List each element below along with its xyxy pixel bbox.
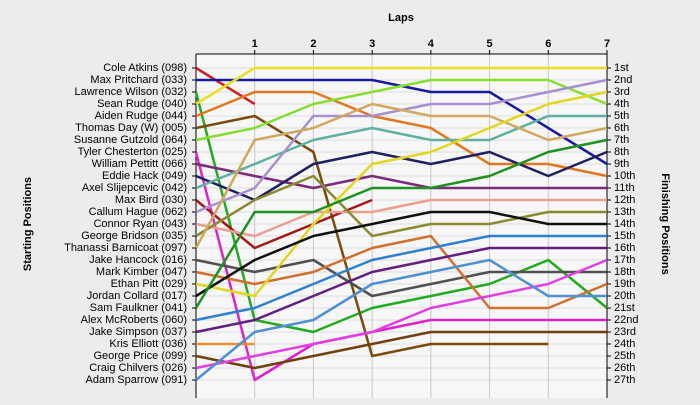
legend-label: Jake Simpson (037) xyxy=(89,326,187,338)
series-line xyxy=(195,234,608,310)
legend-label: Sam Faulkner (041) xyxy=(90,302,187,314)
y-axis-label: Starting Positions xyxy=(22,177,34,271)
x-tick-label: 5 xyxy=(487,38,493,50)
legend-label: Tyler Chesterton (025) xyxy=(78,146,187,158)
y2-tick-label: 17th xyxy=(614,254,635,266)
legend-label: Kris Elliott (036) xyxy=(109,338,187,350)
series-line xyxy=(195,258,607,298)
y2-tick-label: 13th xyxy=(614,206,635,218)
legend-label: Alex McRoberts (060) xyxy=(81,314,187,326)
legend-label: Mark Kimber (047) xyxy=(96,266,187,278)
series-line xyxy=(194,151,607,382)
legend-label: Susanne Gutzold (064) xyxy=(74,134,187,146)
y2-tick-label: 25th xyxy=(614,350,635,362)
series-line xyxy=(195,258,607,381)
y2-tick-label: 9th xyxy=(614,158,629,170)
y2-tick-label: 14th xyxy=(614,218,635,230)
legend-label: Ethan Pitt (029) xyxy=(111,278,187,290)
y2-tick-label: 15th xyxy=(614,230,635,242)
series-line xyxy=(195,162,607,190)
y2-tick-label: 1st xyxy=(614,62,629,74)
legend-label: Thanassi Barnicoat (097) xyxy=(64,242,187,254)
legend-label: William Pettitt (066) xyxy=(92,158,187,170)
legend-label: Max Pritchard (033) xyxy=(90,74,187,86)
legend-label: Lawrence Wilson (032) xyxy=(75,86,188,98)
legend-label: George Price (099) xyxy=(93,350,187,362)
legend-label: Max Bird (030) xyxy=(115,194,187,206)
y2-tick-label: 27th xyxy=(614,374,635,386)
y2-tick-label: 6th xyxy=(614,122,629,134)
series-line xyxy=(195,114,549,358)
x-tick-label: 7 xyxy=(604,38,610,50)
y2-tick-label: 21st xyxy=(614,302,635,314)
series-line xyxy=(195,198,607,238)
series-line xyxy=(195,66,607,106)
series-line xyxy=(195,174,607,238)
legend-label: Aiden Rudge (044) xyxy=(95,110,187,122)
series-line xyxy=(195,210,607,298)
x-tick-label: 1 xyxy=(252,38,258,50)
y2-tick-label: 16th xyxy=(614,242,635,254)
y2-tick-label: 2nd xyxy=(614,74,632,86)
y2-tick-label: 8th xyxy=(614,146,629,158)
x-tick-label: 4 xyxy=(428,38,435,50)
legend-label: Cole Atkins (098) xyxy=(103,62,187,74)
y2-tick-label: 5th xyxy=(614,110,629,122)
legend-label: Thomas Day (W) (005) xyxy=(75,122,187,134)
series-line xyxy=(194,138,608,309)
series-line xyxy=(195,258,608,370)
legend-label: Adam Sparrow (091) xyxy=(86,374,188,386)
y2-tick-label: 24th xyxy=(614,338,635,350)
series-line xyxy=(195,90,608,178)
legend-label: Jordan Collard (017) xyxy=(87,290,187,302)
y2-tick-label: 20th xyxy=(614,290,635,302)
y2-tick-label: 4th xyxy=(614,98,629,110)
series-line xyxy=(194,102,608,249)
series-line xyxy=(195,234,607,322)
y2-tick-label: 22nd xyxy=(614,314,638,326)
y2-tick-label: 18th xyxy=(614,266,635,278)
series-line xyxy=(195,114,607,190)
series-line xyxy=(194,91,608,334)
x-tick-label: 3 xyxy=(369,38,375,50)
series-line xyxy=(195,78,608,142)
legend-label: Jake Hancock (016) xyxy=(89,254,187,266)
y2-tick-label: 19th xyxy=(614,278,635,290)
y2-tick-label: 3rd xyxy=(614,86,630,98)
series-line xyxy=(195,330,607,370)
series-line xyxy=(195,90,608,298)
y2-tick-label: 7th xyxy=(614,134,629,146)
series-line xyxy=(195,246,607,334)
x-tick-label: 2 xyxy=(310,38,316,50)
chart-title: Laps xyxy=(388,12,414,24)
y2-tick-label: 12th xyxy=(614,194,635,206)
legend-label: Connor Ryan (043) xyxy=(93,218,187,230)
y2-tick-label: 10th xyxy=(614,170,635,182)
legend-label: Callum Hague (062) xyxy=(89,206,187,218)
x-tick-label: 6 xyxy=(545,38,551,50)
y2-tick-label: 11th xyxy=(614,182,635,194)
legend-label: Axel Slijepcevic (042) xyxy=(82,182,187,194)
y2-axis-label: Finishing Positions xyxy=(659,173,671,274)
legend-label: George Bridson (035) xyxy=(81,230,187,242)
legend-label: Sean Rudge (040) xyxy=(97,98,187,110)
y2-tick-label: 26th xyxy=(614,362,635,374)
plot-area xyxy=(196,54,607,398)
legend-label: Eddie Hack (049) xyxy=(102,170,187,182)
y2-tick-label: 23rd xyxy=(614,326,636,338)
legend-label: Craig Chilvers (026) xyxy=(89,362,187,374)
